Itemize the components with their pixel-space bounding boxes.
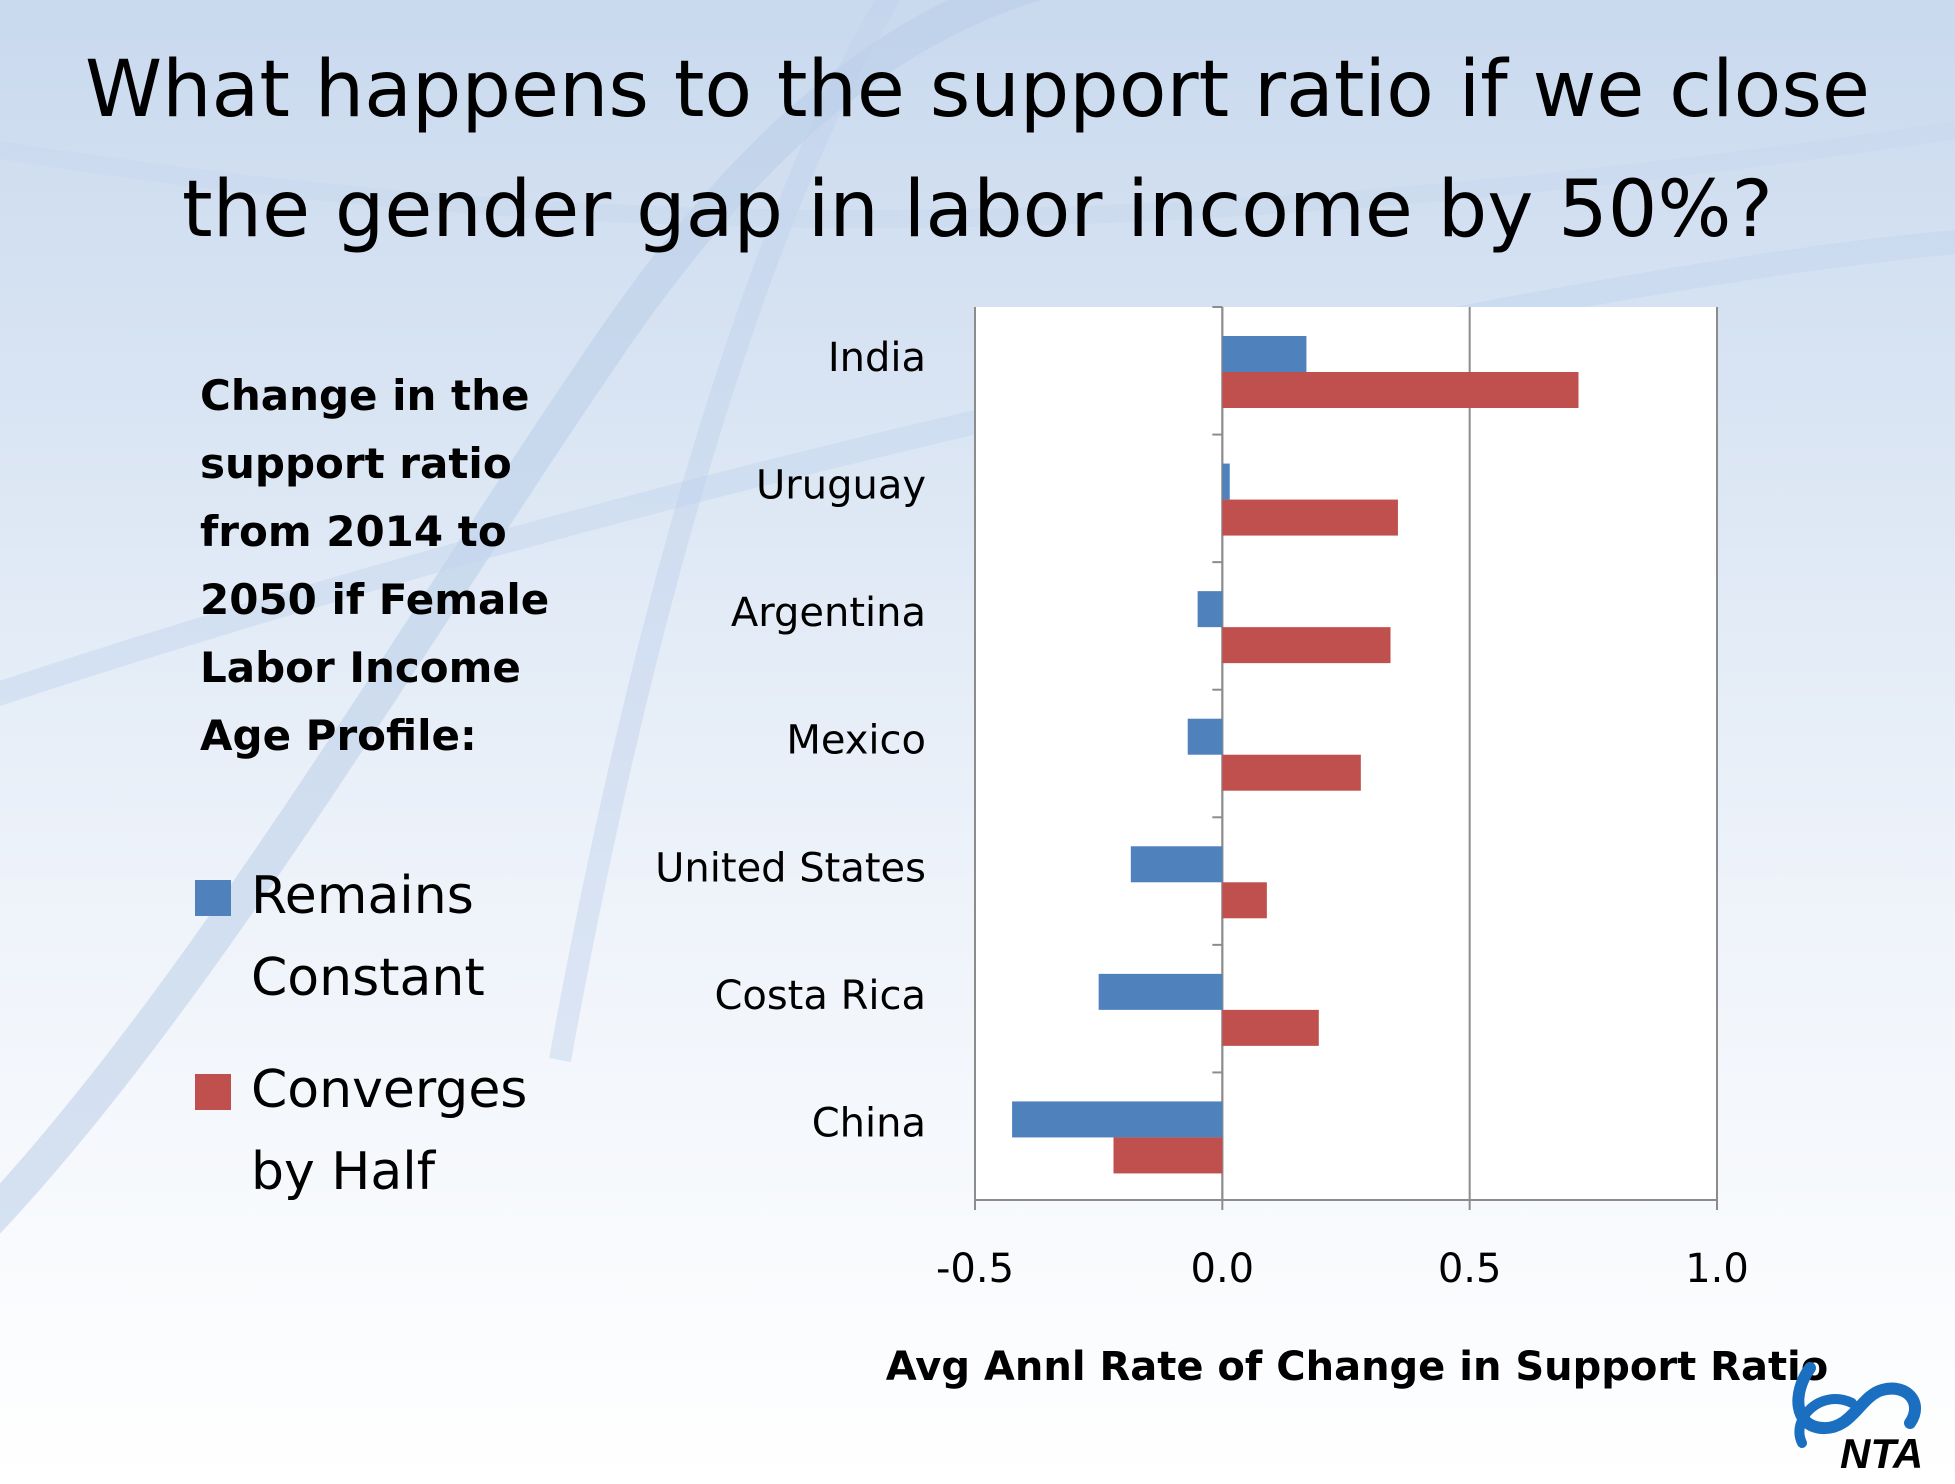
category-label: Costa Rica	[714, 973, 926, 1019]
x-tick-label: -0.5	[936, 1246, 1014, 1292]
legend-label-line-2: Constant	[251, 948, 485, 1008]
x-axis-title: Avg Annl Rate of Change in Support Ratio	[886, 1344, 1829, 1390]
legend-swatch-red	[195, 1074, 231, 1110]
bar	[1222, 1009, 1319, 1046]
x-tick-label: 1.0	[1685, 1246, 1749, 1292]
bar	[1130, 846, 1223, 883]
slide-title-line-1: What happens to the support ratio if we …	[84, 45, 1871, 135]
heading-line-3: from 2014 to	[200, 507, 507, 556]
heading-line-2: support ratio	[200, 439, 512, 488]
plot-area	[975, 307, 1717, 1200]
bar	[1222, 336, 1307, 372]
bar	[1222, 627, 1391, 664]
category-label: Uruguay	[756, 463, 926, 509]
nta-logo: NTA	[1792, 1362, 1923, 1472]
bar	[1197, 591, 1223, 628]
category-label: India	[828, 335, 926, 381]
bar	[1222, 754, 1361, 791]
bar	[1222, 499, 1398, 536]
category-label: China	[812, 1100, 926, 1146]
x-tick-label: 0.5	[1438, 1246, 1502, 1292]
category-label: United States	[655, 845, 926, 891]
x-tick-label: 0.0	[1191, 1246, 1255, 1292]
chart-legend: Remains Constant Converges by Half	[193, 855, 613, 1243]
slide-title: What happens to the support ratio if we …	[0, 30, 1955, 270]
heading-line-6: Age Profile:	[200, 711, 477, 760]
heading-line-4: 2050 if Female	[200, 575, 550, 624]
bar	[1222, 463, 1230, 500]
bar	[1113, 1137, 1223, 1174]
slide-title-line-2: the gender gap in labor income by 50%?	[182, 165, 1773, 255]
logo-text: NTA	[1840, 1430, 1923, 1472]
legend-item-remains-constant: Remains Constant	[193, 855, 613, 1019]
bar	[1187, 718, 1223, 755]
heading-line-5: Labor Income	[200, 643, 521, 692]
category-label: Argentina	[731, 590, 926, 636]
category-label: Mexico	[786, 718, 926, 764]
bar	[1012, 1101, 1223, 1138]
heading-line-1: Change in the	[200, 371, 530, 420]
legend-label-line-2: by Half	[251, 1142, 436, 1202]
chart-description-heading: Change in the support ratio from 2014 to…	[200, 362, 600, 770]
legend-item-converges-by-half: Converges by Half	[193, 1049, 613, 1213]
bar	[1098, 973, 1223, 1010]
legend-label-line-1: Remains	[251, 866, 474, 926]
bar	[1222, 372, 1579, 408]
legend-swatch-blue	[195, 880, 231, 916]
bar	[1222, 882, 1267, 919]
legend-label-line-1: Converges	[251, 1060, 528, 1120]
